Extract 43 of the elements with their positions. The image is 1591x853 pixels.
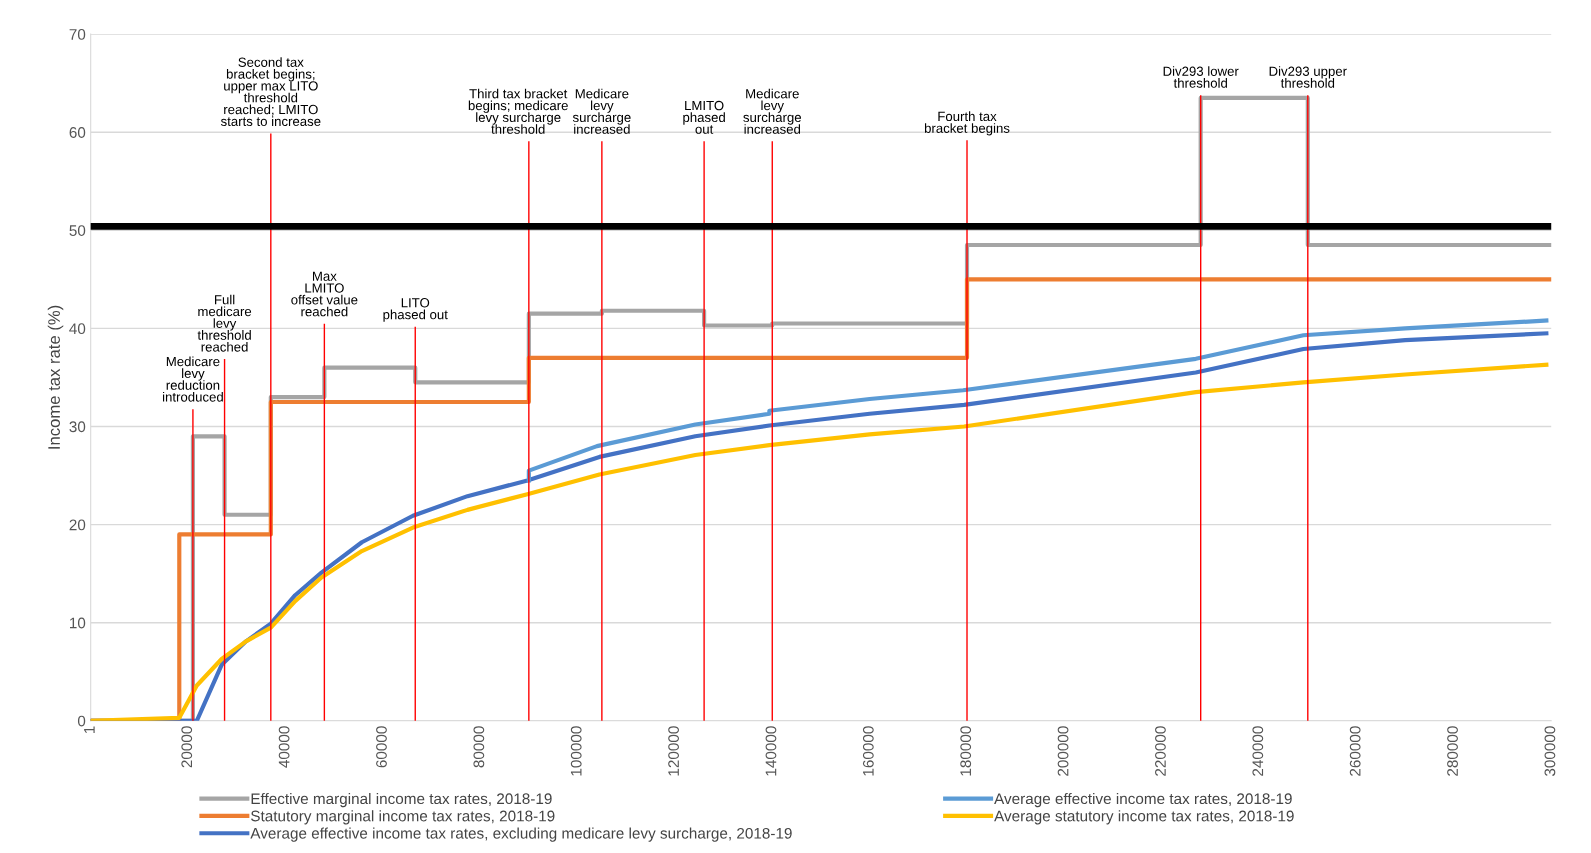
annotation: LMITO phased out — [683, 100, 725, 134]
annotation: Third tax bracket begins; medicare levy surcharge threshold — [468, 88, 568, 134]
x-tick-label: 160000 — [862, 726, 874, 776]
x-tick-label: 300000 — [1544, 726, 1556, 777]
annotation: Medicare levy surcharge increased — [743, 88, 802, 134]
x-tick-label: 180000 — [960, 726, 972, 776]
y-tick-label: 40 — [69, 323, 86, 335]
annotation: Second tax bracket begins; upper max LITO threshold reached; LMITO starts to increase — [220, 57, 321, 127]
y-tick-label: 70 — [69, 28, 86, 40]
y-tick-label: 10 — [70, 617, 86, 629]
annotation: Medicare levy reduction introduced — [163, 356, 223, 402]
annotation: Max LMITO offset value reached — [291, 271, 358, 317]
annotation: Full medicare levy threshold reached — [197, 294, 252, 352]
legend-label: Average effective income tax rates, 2018-19 — [994, 792, 1292, 808]
annotation: Div293 upper threshold — [1269, 66, 1347, 88]
x-tick-label: 20000 — [181, 726, 193, 768]
legend-label: Average statutory income tax rates, 2018-19 — [994, 810, 1294, 825]
y-tick-label: 50 — [69, 225, 86, 236]
x-tick-label: 200000 — [1057, 726, 1069, 776]
legend-label: Average effective income tax rates, excluding medicare levy surcharge, 2018-19 — [250, 827, 792, 842]
y-tick-label: 30 — [69, 421, 86, 433]
x-tick-label: 120000 — [668, 726, 679, 776]
x-tick-label: 140000 — [765, 726, 777, 776]
x-tick-label: 240000 — [1252, 726, 1264, 776]
y-tick-label: 20 — [69, 519, 86, 531]
y-axis-title: Income tax rate (%) — [47, 305, 64, 449]
legend-label: Statutory marginal income tax rates, 2018-19 — [251, 810, 555, 825]
x-tick-label: 1 — [84, 726, 95, 733]
y-tick-label: 60 — [69, 127, 86, 138]
x-tick-label: 40000 — [278, 726, 290, 768]
line-series — [526, 318, 1549, 483]
legend-label: Effective marginal income tax rates, 2018-19 — [251, 792, 552, 808]
x-tick-label: 100000 — [570, 726, 582, 776]
y-tick-label: 0 — [77, 715, 86, 727]
x-tick-label: 260000 — [1349, 726, 1361, 776]
annotation: Fourth tax bracket begins — [924, 111, 1010, 136]
annotation: Medicare levy surcharge increased — [572, 88, 631, 134]
x-tick-label: 80000 — [473, 726, 485, 768]
x-tick-label: 220000 — [1155, 726, 1166, 776]
x-tick-label: 280000 — [1447, 726, 1458, 776]
annotation: Div293 lower threshold — [1163, 66, 1239, 88]
annotation: LITO phased out — [383, 298, 448, 322]
x-tick-label: 60000 — [376, 726, 387, 768]
